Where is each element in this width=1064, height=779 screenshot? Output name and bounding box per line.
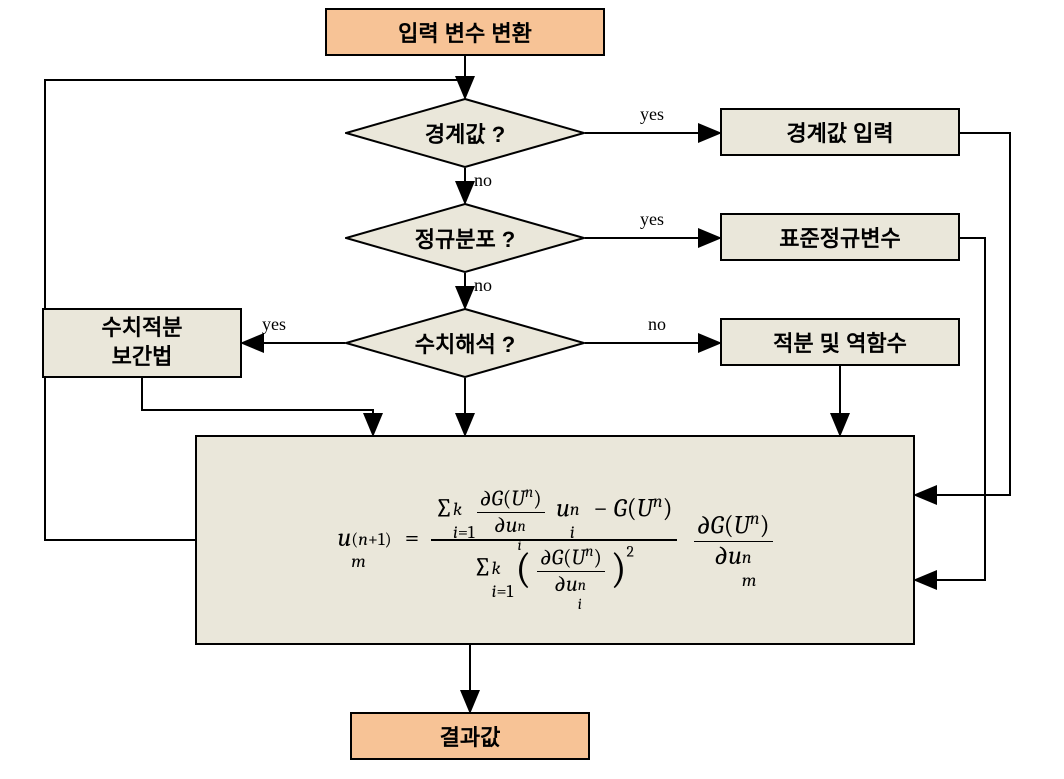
edge-label-d1-yes: yes [640,104,664,125]
process-boundary-input: 경계값 입력 [720,108,960,156]
decision-normal-label: 정규분포 ? [415,222,516,254]
process-integral-inverse-label: 적분 및 역함수 [773,326,907,358]
formula-box: um(n+1) = ∑i=1k ∂G(Un) ∂uin uin − G(Un) … [195,435,915,645]
decision-numerical: 수치해석 ? [345,308,585,378]
edge-label-d3-yes: yes [262,314,286,335]
decision-boundary-label: 경계값 ? [425,117,505,149]
flowchart-canvas: 입력 변수 변환 경계값 ? 정규분포 ? 수치해석 ? 경계값 입력 표준정규… [0,0,1064,779]
end-terminal: 결과값 [350,712,590,760]
process-std-normal: 표준정규변수 [720,213,960,261]
decision-normal: 정규분포 ? [345,203,585,273]
process-numerical-interp: 수치적분 보간법 [42,308,242,378]
edge-label-d3-no: no [648,314,666,335]
edge-label-d2-yes: yes [640,209,664,230]
end-label: 결과값 [440,720,501,752]
process-std-normal-label: 표준정규변수 [779,221,900,253]
start-label: 입력 변수 변환 [398,16,532,48]
process-boundary-label: 경계값 입력 [786,116,893,148]
decision-numerical-label: 수치해석 ? [415,327,516,359]
process-integral-inverse: 적분 및 역함수 [720,318,960,366]
start-terminal: 입력 변수 변환 [325,8,605,56]
edge-label-d1-no: no [474,170,492,191]
decision-boundary: 경계값 ? [345,98,585,168]
process-numerical-interp-label: 수치적분 보간법 [102,314,183,371]
formula-content: um(n+1) = ∑i=1k ∂G(Un) ∂uin uin − G(Un) … [337,484,772,595]
edge-label-d2-no: no [474,275,492,296]
